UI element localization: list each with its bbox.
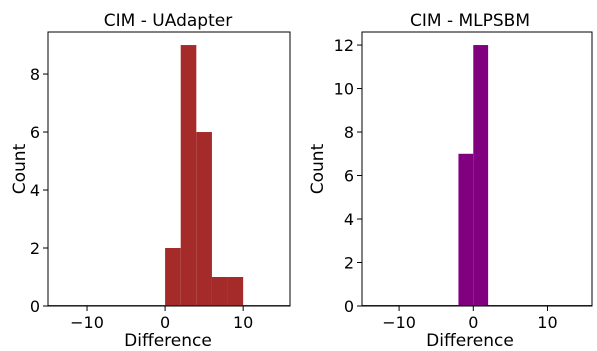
y-tick-label: 6: [30, 123, 40, 142]
histogram-bars: [362, 45, 592, 307]
y-tick-label: 8: [30, 65, 40, 84]
y-tick-label: 4: [30, 181, 40, 200]
y-tick-label: 10: [334, 80, 354, 99]
y-tick-label: 4: [344, 210, 354, 229]
histogram-bar-4: [227, 277, 244, 306]
x-tick-label: −10: [70, 313, 104, 332]
chart-title: CIM - UAdapter: [104, 11, 232, 31]
y-tick-label: 6: [344, 167, 354, 186]
histogram-bar-2: [196, 132, 212, 306]
plot-frame: [47, 31, 291, 307]
histogram-bar-3: [211, 277, 228, 306]
histogram-bar-0: [165, 248, 181, 306]
x-tick-label: 10: [233, 313, 253, 332]
histogram-bar-1: [180, 45, 197, 307]
histogram-bars: [48, 45, 290, 307]
y-tick-label: 2: [344, 254, 354, 273]
plot-frame: [361, 31, 593, 307]
y-tick-label: 8: [344, 123, 354, 142]
y-tick-label: 0: [30, 297, 40, 316]
y-tick-label: 0: [344, 297, 354, 316]
chart-title: CIM - MLPSBM: [410, 11, 530, 31]
histogram-bar-1: [473, 45, 489, 307]
x-axis-label: Difference: [124, 331, 212, 351]
x-tick-label: 0: [468, 313, 478, 332]
axis-ticks: −10 0 10 0 2 4 6 8 10 12: [334, 36, 558, 332]
y-tick-label: 2: [30, 239, 40, 258]
x-tick-label: 10: [537, 313, 557, 332]
y-axis-label: Count: [10, 143, 30, 194]
x-tick-label: 0: [160, 313, 170, 332]
x-axis-label: Difference: [426, 331, 514, 351]
x-tick-label: −10: [382, 313, 416, 332]
y-axis-label: Count: [308, 143, 328, 194]
histogram-bar-0: [458, 153, 474, 306]
y-tick-label: 12: [334, 36, 354, 55]
axis-ticks: −10 0 10 0 2 4 6 8: [30, 65, 254, 332]
chart-uadapter: CIM - UAdapter −10 0 10 0 2 4 6 8 Difference Co…: [10, 11, 291, 351]
